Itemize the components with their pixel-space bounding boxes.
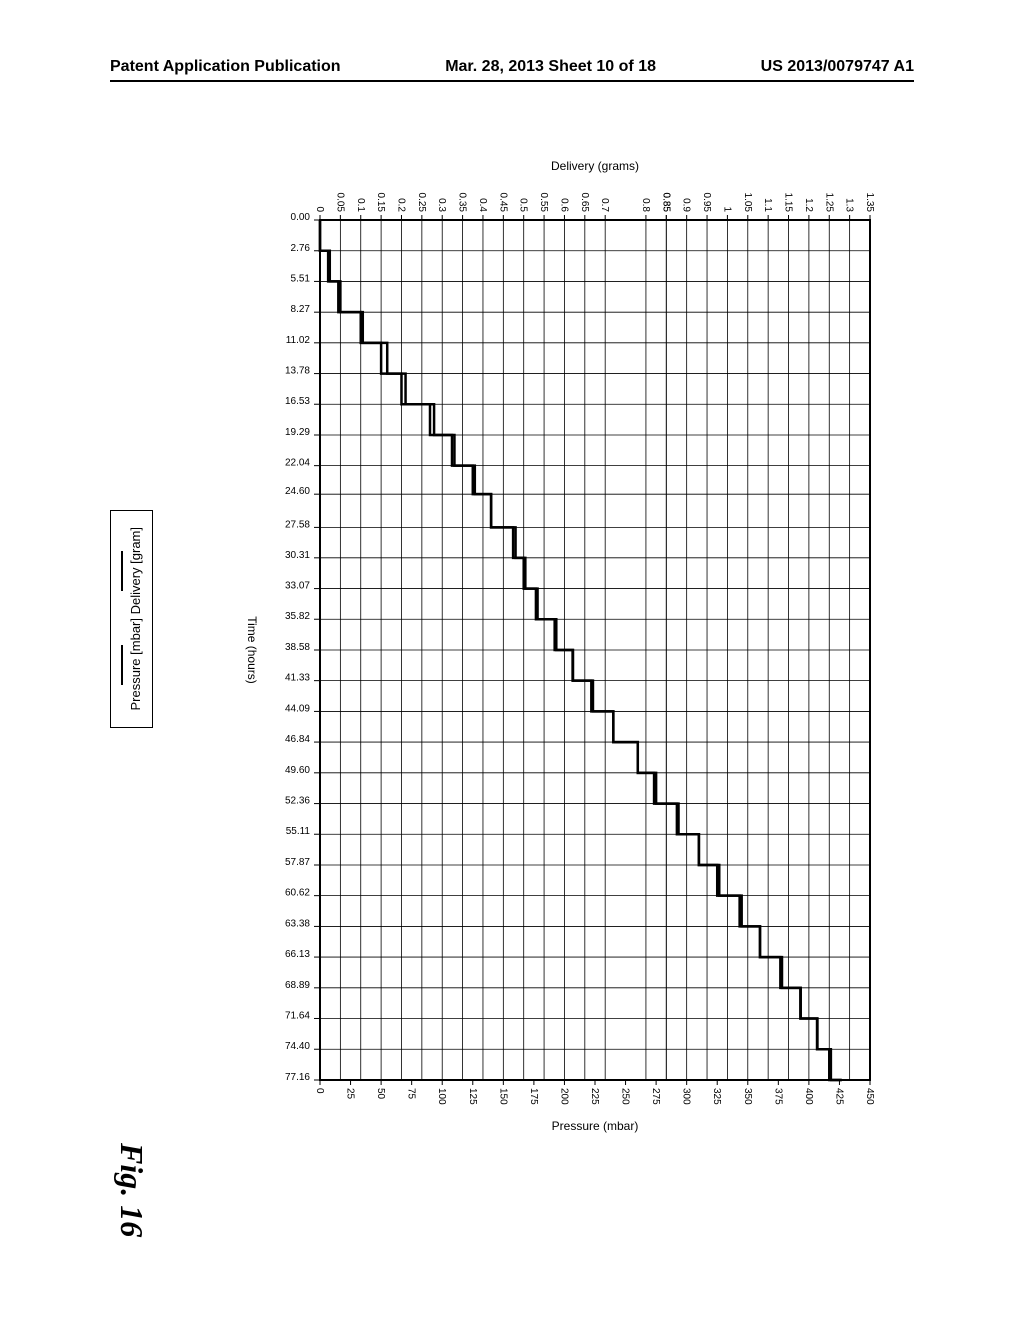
svg-text:63.38: 63.38: [285, 918, 310, 929]
svg-text:Delivery (grams): Delivery (grams): [551, 159, 639, 173]
svg-text:0.7: 0.7: [599, 198, 610, 212]
svg-text:0.55: 0.55: [538, 193, 549, 213]
svg-text:0.15: 0.15: [375, 193, 386, 213]
svg-text:200: 200: [558, 1088, 569, 1105]
chart-svg: 0.00 2.76 5.51 8.27 11.02 13.78 16.53 19.29 22.0…: [230, 150, 910, 1150]
svg-text:125: 125: [467, 1088, 478, 1105]
svg-text:0.4: 0.4: [477, 198, 488, 212]
svg-text:0.5: 0.5: [518, 198, 529, 212]
header-right: US 2013/0079747 A1: [761, 58, 914, 76]
svg-text:250: 250: [620, 1088, 631, 1105]
svg-text:60.62: 60.62: [285, 888, 310, 899]
legend-label-delivery: Delivery [gram]: [129, 527, 142, 614]
svg-text:325: 325: [711, 1088, 722, 1105]
svg-text:66.13: 66.13: [285, 949, 310, 960]
legend-swatch-delivery: [121, 551, 123, 591]
svg-text:0.1: 0.1: [355, 198, 366, 212]
svg-text:77.16: 77.16: [285, 1072, 310, 1083]
svg-text:375: 375: [772, 1088, 783, 1105]
svg-text:1.3: 1.3: [844, 198, 855, 212]
svg-text:30.31: 30.31: [285, 550, 310, 561]
svg-text:38.58: 38.58: [285, 642, 310, 653]
svg-text:0: 0: [314, 1088, 325, 1094]
svg-text:225: 225: [589, 1088, 600, 1105]
legend-label-pressure: Pressure [mbar]: [129, 618, 142, 710]
svg-text:275: 275: [650, 1088, 661, 1105]
legend-row-delivery: Delivery [gram]: [121, 527, 142, 614]
svg-text:41.33: 41.33: [285, 673, 310, 684]
svg-text:16.53: 16.53: [285, 396, 310, 407]
page-header: Patent Application Publication Mar. 28, …: [0, 58, 1024, 76]
header-rule: [110, 80, 914, 82]
chart-container: 0.00 2.76 5.51 8.27 11.02 13.78 16.53 19.29 22.0…: [230, 150, 910, 1150]
svg-text:2.76: 2.76: [291, 243, 311, 254]
svg-text:44.09: 44.09: [285, 703, 310, 714]
svg-text:1.35: 1.35: [864, 193, 875, 213]
svg-text:425: 425: [833, 1088, 844, 1105]
svg-text:350: 350: [742, 1088, 753, 1105]
svg-text:19.29: 19.29: [285, 427, 310, 438]
legend-row-pressure: Pressure [mbar]: [121, 618, 142, 710]
svg-text:0.9: 0.9: [681, 198, 692, 212]
svg-text:300: 300: [681, 1088, 692, 1105]
svg-text:0.85: 0.85: [660, 193, 671, 213]
svg-text:1.25: 1.25: [823, 193, 834, 213]
legend-box: Delivery [gram] Pressure [mbar]: [110, 510, 153, 728]
header-center: Mar. 28, 2013 Sheet 10 of 18: [445, 58, 656, 76]
svg-text:46.84: 46.84: [285, 734, 310, 745]
svg-text:75: 75: [406, 1088, 417, 1100]
svg-text:55.11: 55.11: [286, 826, 311, 837]
figure-label: Fig. 16: [113, 1143, 150, 1237]
svg-text:52.36: 52.36: [285, 796, 310, 807]
svg-text:Pressure (mbar): Pressure (mbar): [552, 1119, 639, 1133]
svg-text:1.1: 1.1: [762, 198, 773, 212]
svg-text:100: 100: [436, 1088, 447, 1105]
legend-swatch-pressure: [121, 645, 123, 685]
header-left: Patent Application Publication: [110, 58, 341, 76]
svg-text:0.65: 0.65: [579, 193, 590, 213]
svg-text:0: 0: [314, 206, 325, 212]
svg-text:22.04: 22.04: [285, 458, 310, 469]
svg-text:0.00: 0.00: [291, 212, 311, 223]
svg-text:11.02: 11.02: [286, 335, 311, 346]
svg-text:150: 150: [497, 1088, 508, 1105]
svg-text:68.89: 68.89: [285, 980, 310, 991]
svg-text:50: 50: [375, 1088, 386, 1100]
svg-text:0.05: 0.05: [334, 193, 345, 213]
svg-text:0.2: 0.2: [395, 198, 406, 212]
svg-text:71.64: 71.64: [285, 1010, 310, 1021]
svg-text:0.95: 0.95: [701, 193, 712, 213]
svg-text:8.27: 8.27: [291, 304, 311, 315]
svg-text:175: 175: [528, 1088, 539, 1105]
svg-text:74.40: 74.40: [285, 1041, 310, 1052]
svg-text:1.05: 1.05: [742, 193, 753, 213]
svg-text:400: 400: [803, 1088, 814, 1105]
svg-text:1: 1: [721, 206, 732, 212]
svg-text:0.3: 0.3: [436, 198, 447, 212]
svg-text:0.35: 0.35: [457, 193, 468, 213]
svg-text:450: 450: [864, 1088, 875, 1105]
svg-text:0.6: 0.6: [558, 198, 569, 212]
svg-text:Time (hours): Time (hours): [245, 616, 259, 684]
svg-text:33.07: 33.07: [285, 581, 310, 592]
svg-text:35.82: 35.82: [285, 611, 310, 622]
svg-text:49.60: 49.60: [285, 765, 310, 776]
svg-text:0.45: 0.45: [497, 193, 508, 213]
svg-text:13.78: 13.78: [285, 366, 310, 377]
svg-text:24.60: 24.60: [285, 486, 310, 497]
svg-text:57.87: 57.87: [285, 857, 310, 868]
svg-text:0.8: 0.8: [640, 198, 651, 212]
svg-text:1.2: 1.2: [803, 198, 814, 212]
svg-text:25: 25: [345, 1088, 356, 1100]
svg-text:0.25: 0.25: [416, 193, 427, 213]
svg-text:5.51: 5.51: [291, 273, 311, 284]
svg-text:1.15: 1.15: [783, 193, 794, 213]
figure-wrap: Delivery [gram] Pressure [mbar] 0.00 2.76…: [110, 150, 914, 1150]
svg-text:27.58: 27.58: [285, 519, 310, 530]
